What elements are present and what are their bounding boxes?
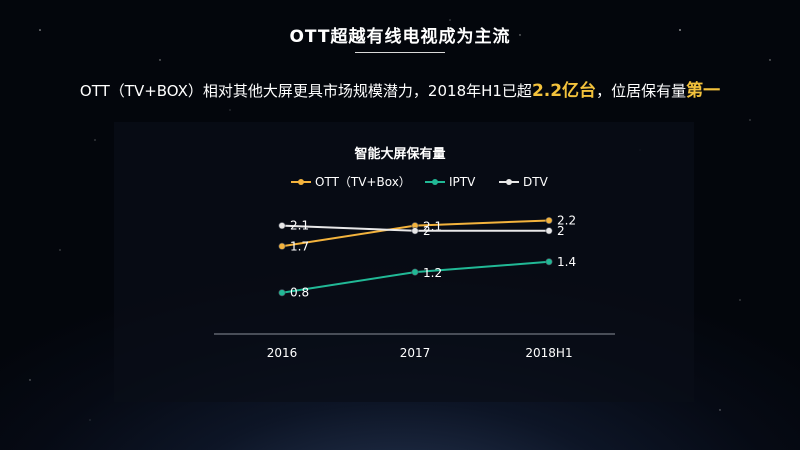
page-title: OTT超越有线电视成为主流: [289, 27, 511, 47]
data-point-2-0: [278, 222, 286, 230]
data-label-1-1: 1.2: [423, 266, 442, 280]
data-label-0-2: 2.2: [557, 213, 576, 227]
legend-swatch-dot-1: [432, 179, 438, 185]
data-label-1-2: 1.4: [557, 255, 576, 269]
chart-panel: [114, 122, 694, 402]
x-tick-label-2018H1: 2018H1: [525, 346, 572, 360]
legend-label-1: IPTV: [449, 175, 476, 189]
chart-title: 智能大屏保有量: [354, 147, 446, 162]
subtitle-highlight-rank: 第一: [686, 81, 721, 101]
legend-swatch-dot-0: [298, 179, 304, 185]
data-label-2-2: 2: [557, 224, 565, 238]
subtitle-highlight-count: 2.2亿台: [531, 81, 597, 101]
series-line-1: [281, 260, 550, 294]
x-tick-label-2016: 2016: [267, 346, 298, 360]
legend-swatch-dot-2: [506, 179, 512, 185]
data-label-2-0: 2.1: [290, 219, 309, 233]
data-point-2-2: [545, 227, 553, 235]
data-label-2-1: 2: [423, 224, 431, 238]
legend-label-0: OTT（TV+Box）: [315, 175, 411, 189]
data-label-0-0: 1.7: [290, 239, 309, 253]
subtitle-text-1: OTT（TV+BOX）相对其他大屏更具市场规模潜力，2018年H1已超: [79, 82, 532, 100]
data-point-1-1: [411, 268, 419, 276]
data-point-0-2: [545, 216, 553, 224]
subtitle-text-2: ，位居保有量: [596, 82, 687, 100]
data-label-1-0: 0.8: [290, 286, 309, 300]
title-underline: [355, 52, 445, 53]
data-point-2-1: [411, 227, 419, 235]
data-point-1-2: [545, 258, 553, 266]
page-subtitle: OTT（TV+BOX）相对其他大屏更具市场规模潜力，2018年H1已超2.2亿台…: [0, 76, 800, 101]
data-point-1-0: [278, 289, 286, 297]
x-tick-label-2017: 2017: [400, 346, 431, 360]
data-point-0-0: [278, 242, 286, 250]
legend-label-2: DTV: [523, 175, 549, 189]
